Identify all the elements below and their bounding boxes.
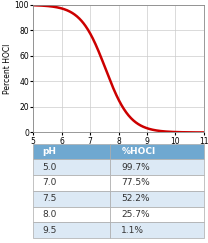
Text: pH: pH — [42, 147, 57, 156]
Bar — [110, 207, 204, 222]
Text: 5.0: 5.0 — [42, 163, 57, 172]
Text: %HOCl: %HOCl — [121, 147, 155, 156]
Y-axis label: Percent HOCl: Percent HOCl — [3, 43, 12, 94]
Bar — [33, 222, 110, 238]
X-axis label: pH: pH — [113, 147, 124, 156]
Bar — [33, 175, 110, 191]
Bar — [33, 207, 110, 222]
Bar — [110, 191, 204, 207]
Bar — [33, 159, 110, 175]
Bar — [110, 222, 204, 238]
Bar — [33, 191, 110, 207]
Bar — [110, 175, 204, 191]
Text: 8.0: 8.0 — [42, 210, 57, 219]
Text: 25.7%: 25.7% — [121, 210, 150, 219]
Text: 99.7%: 99.7% — [121, 163, 150, 172]
Text: 52.2%: 52.2% — [121, 194, 150, 203]
Bar — [110, 159, 204, 175]
Text: 1.1%: 1.1% — [121, 226, 144, 235]
Text: 7.5: 7.5 — [42, 194, 57, 203]
Text: 7.0: 7.0 — [42, 179, 57, 188]
Text: 9.5: 9.5 — [42, 226, 57, 235]
Bar — [33, 144, 110, 159]
Text: 77.5%: 77.5% — [121, 179, 150, 188]
Bar — [110, 144, 204, 159]
